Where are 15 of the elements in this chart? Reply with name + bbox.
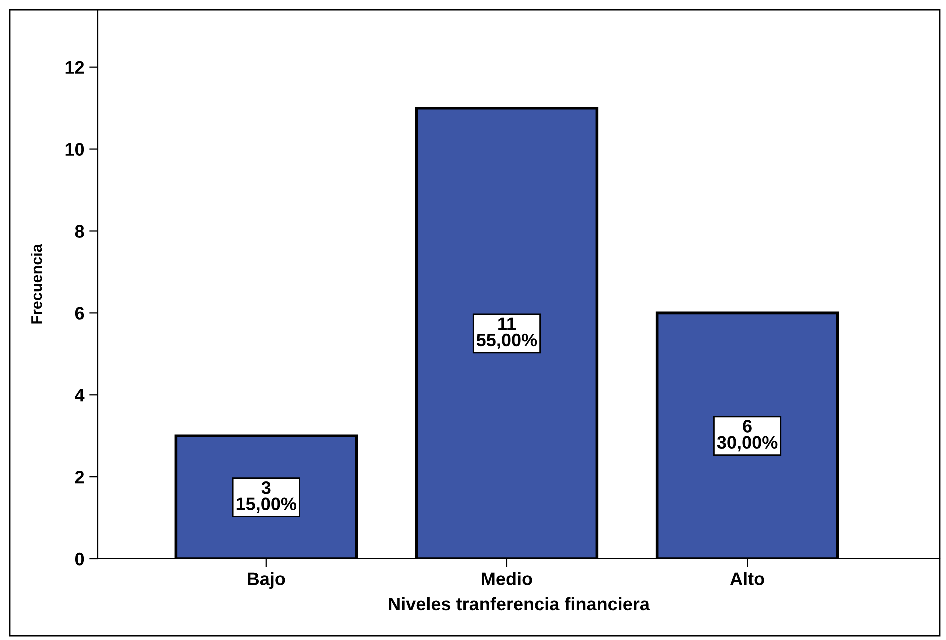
x-tick-label: Bajo [248, 572, 286, 590]
y-tick-label: 2 [75, 470, 84, 484]
data-label: 6 30,00% [717, 420, 778, 452]
y-tick-label: 4 [75, 389, 85, 402]
y-tick-label: 6 [75, 307, 84, 320]
y-axis-title: Frecuencia [31, 244, 42, 324]
x-tick-label: Alto [730, 572, 764, 586]
x-axis-title: Niveles tranferencia financiera [389, 597, 650, 611]
y-tick-label: 8 [75, 225, 84, 238]
y-tick-label: 12 [66, 61, 84, 74]
y-tick-label: 0 [75, 552, 84, 566]
y-tick-label: 10 [66, 143, 84, 156]
data-label: 11 55,00% [476, 318, 538, 350]
x-tick-label: Medio [482, 572, 532, 586]
data-label: 3 15,00% [236, 482, 297, 514]
